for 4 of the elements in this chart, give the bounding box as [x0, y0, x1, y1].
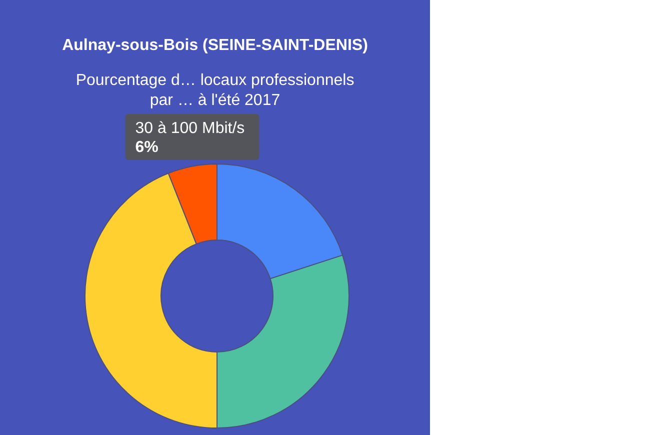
- chart-title: Aulnay-sous-Bois (SEINE-SAINT-DENIS): [62, 37, 368, 54]
- chart-subtitle: Pourcentage d… locaux professionnels par … à l'été 2017: [76, 72, 354, 109]
- slice-label: 30 à 100 Mbit/s: [135, 120, 245, 137]
- data-label: 6%: [135, 139, 158, 156]
